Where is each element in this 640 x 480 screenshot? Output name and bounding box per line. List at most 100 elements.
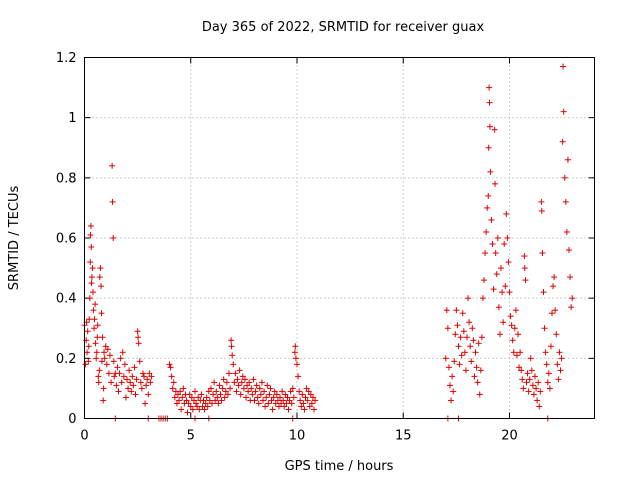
data-point: [91, 316, 98, 323]
data-point: [108, 379, 115, 386]
data-point: [466, 319, 473, 326]
data-point: [485, 192, 492, 199]
data-point: [216, 382, 223, 389]
data-point: [167, 364, 174, 371]
data-point: [539, 250, 546, 257]
data-point: [547, 343, 554, 350]
data-point: [475, 340, 482, 347]
y-tick-label: 1.2: [56, 51, 77, 66]
data-point: [186, 391, 193, 398]
data-point: [95, 373, 102, 380]
data-point: [277, 394, 283, 401]
data-point: [467, 343, 474, 350]
data-point: [517, 349, 524, 356]
data-point: [470, 337, 477, 344]
data-point: [299, 391, 306, 398]
data-point: [203, 394, 210, 401]
data-point: [538, 198, 545, 205]
data-point: [454, 322, 461, 329]
data-point: [483, 228, 490, 235]
data-point: [490, 286, 497, 293]
data-point: [183, 397, 190, 404]
data-point: [541, 325, 548, 332]
data-point: [125, 385, 132, 392]
data-point: [524, 370, 531, 377]
data-point: [118, 379, 125, 386]
data-point: [481, 277, 487, 284]
data-point: [301, 406, 308, 413]
data-point: [207, 385, 214, 392]
data-point: [217, 391, 224, 398]
x-tick-label: 15: [395, 429, 412, 444]
data-point: [94, 322, 101, 329]
data-point: [519, 376, 526, 383]
data-point: [193, 400, 200, 407]
data-point: [523, 379, 530, 386]
data-point: [116, 370, 123, 377]
data-point: [244, 382, 251, 389]
data-point: [502, 283, 509, 290]
data-point: [557, 367, 564, 374]
data-point: [544, 379, 551, 386]
data-point: [169, 385, 176, 392]
data-point: [447, 382, 453, 389]
data-point: [556, 349, 563, 356]
data-point: [99, 334, 106, 341]
axis-ticks: 0 0.2 0.4 0.6 0.8 1 1.2 0 5 10 15 20: [56, 51, 595, 444]
data-point: [509, 337, 516, 344]
data-point: [95, 379, 102, 386]
data-point: [473, 364, 480, 371]
data-point: [451, 358, 458, 365]
data-point: [141, 373, 147, 380]
data-point: [109, 162, 116, 169]
data-point: [214, 394, 221, 401]
data-point: [450, 388, 457, 395]
data-point: [522, 277, 529, 284]
data-point: [130, 382, 137, 389]
data-point: [111, 373, 118, 380]
data-point: [465, 295, 472, 302]
data-point: [209, 400, 215, 407]
data-point: [133, 376, 140, 383]
data-points: [81, 63, 576, 422]
data-point: [563, 228, 570, 235]
data-point: [238, 379, 245, 386]
data-point: [87, 259, 94, 266]
data-point: [256, 385, 263, 392]
data-point: [479, 295, 486, 302]
data-point: [176, 397, 183, 404]
data-point: [499, 289, 506, 296]
data-point: [462, 367, 469, 374]
data-point: [255, 400, 262, 407]
data-point: [135, 334, 142, 341]
data-point: [178, 406, 185, 413]
y-tick-label: 0.6: [56, 232, 77, 247]
data-point: [97, 265, 104, 272]
y-tick-label: 0: [68, 412, 76, 427]
data-point: [476, 391, 483, 398]
data-point: [134, 328, 141, 335]
data-point: [471, 373, 478, 380]
data-point: [267, 385, 274, 392]
data-point: [272, 400, 279, 407]
data-point: [103, 361, 110, 368]
data-point: [94, 334, 101, 341]
data-point: [503, 210, 510, 217]
data-point: [204, 403, 211, 410]
data-point: [190, 397, 197, 404]
data-point: [560, 63, 567, 70]
data-point: [147, 379, 154, 386]
data-point: [279, 388, 286, 395]
data-point: [464, 334, 470, 341]
data-point: [302, 394, 309, 401]
x-tick-label: 20: [501, 429, 518, 444]
data-point: [456, 361, 463, 368]
data-point: [538, 207, 545, 214]
data-point: [495, 304, 502, 311]
data-point: [444, 325, 451, 332]
data-point: [504, 235, 511, 241]
y-tick-label: 0.2: [56, 352, 77, 367]
data-point: [303, 385, 310, 392]
data-point: [291, 349, 298, 356]
